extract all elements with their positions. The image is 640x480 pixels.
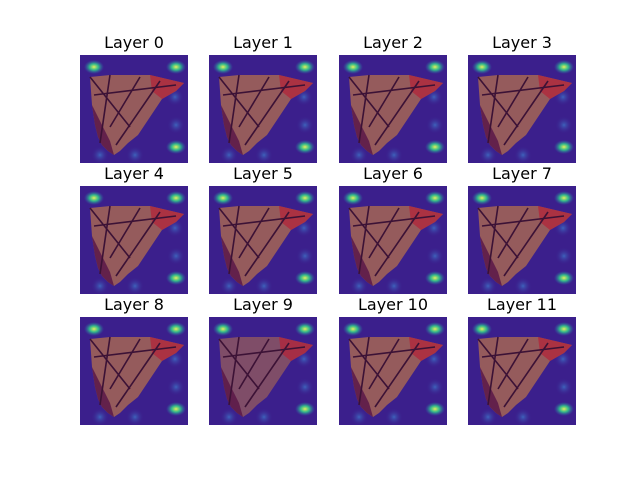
attention-heatmap-image <box>339 186 447 294</box>
attention-heatmap-image <box>468 186 576 294</box>
panel-title: Layer 9 <box>233 295 293 314</box>
attention-heatmap-image <box>80 55 188 163</box>
panel-title: Layer 11 <box>486 295 558 314</box>
panel-title: Layer 7 <box>492 164 552 183</box>
panel-title: Layer 4 <box>104 164 164 183</box>
attention-heatmap-image <box>209 186 317 294</box>
attention-heatmap-image <box>80 186 188 294</box>
panel-title: Layer 10 <box>357 295 429 314</box>
attention-heatmap-image <box>339 317 447 425</box>
attention-heatmap-image <box>468 55 576 163</box>
attention-heatmap-image <box>209 317 317 425</box>
attention-heatmap-image <box>468 317 576 425</box>
panel-title: Layer 8 <box>104 295 164 314</box>
panel-title: Layer 2 <box>363 33 423 52</box>
panel-title: Layer 1 <box>233 33 293 52</box>
attention-heatmap-image <box>339 55 447 163</box>
panel-title: Layer 3 <box>492 33 552 52</box>
attention-heatmap-image <box>209 55 317 163</box>
attention-heatmap-image <box>80 317 188 425</box>
panel-title: Layer 5 <box>233 164 293 183</box>
panel-title: Layer 6 <box>363 164 423 183</box>
panel-title: Layer 0 <box>104 33 164 52</box>
